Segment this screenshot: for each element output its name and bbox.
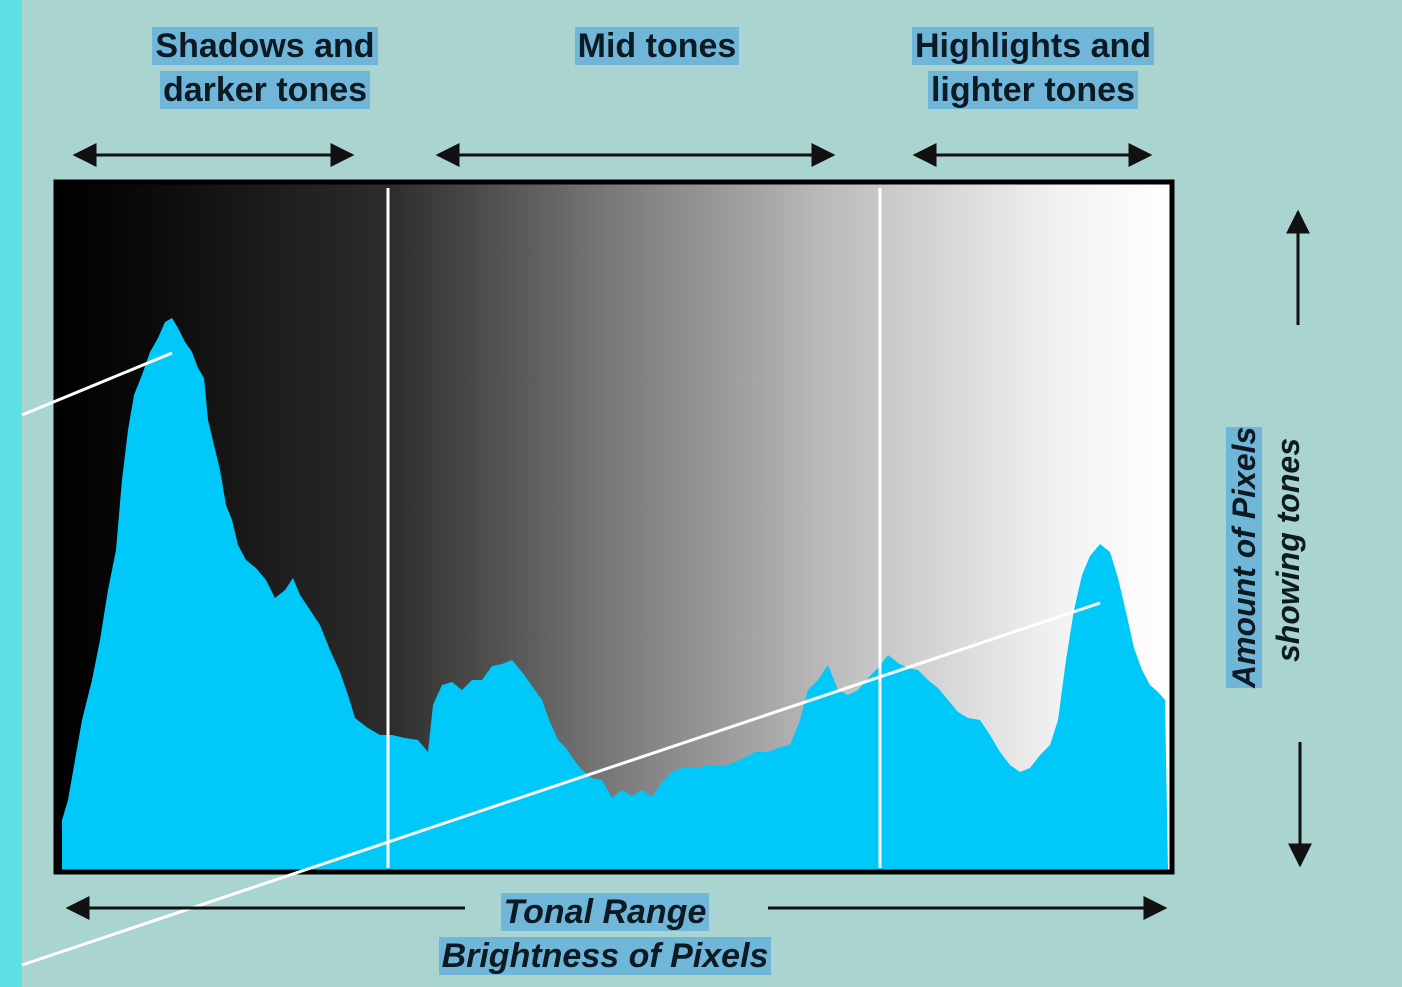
pointer-line-top: [21, 351, 173, 417]
highlights-label-line2: lighter tones: [927, 71, 1139, 109]
shadows-label-line1: Shadows and: [152, 27, 378, 65]
y-axis-label-line2: showing tones: [1270, 438, 1306, 662]
shadows-label: Shadows and darker tones: [120, 24, 410, 112]
midtones-label: Mid tones: [540, 24, 774, 68]
highlights-label-line1: Highlights and: [911, 27, 1155, 65]
x-axis-label: Tonal Range Brightness of Pixels: [395, 890, 815, 978]
x-axis-label-line1: Tonal Range: [500, 893, 710, 931]
y-axis-label-line1: Amount of Pixels: [1226, 426, 1262, 688]
y-axis-label: Amount of Pixels showing tones: [1222, 426, 1310, 688]
histogram-frame: [53, 179, 1175, 875]
x-axis-label-line2: Brightness of Pixels: [438, 937, 772, 975]
histogram-area: [62, 318, 1168, 870]
shadows-label-line2: darker tones: [159, 71, 371, 109]
pointer-line-long: [21, 601, 1101, 967]
midtones-label-line1: Mid tones: [574, 27, 740, 65]
highlights-label: Highlights and lighter tones: [880, 24, 1186, 112]
